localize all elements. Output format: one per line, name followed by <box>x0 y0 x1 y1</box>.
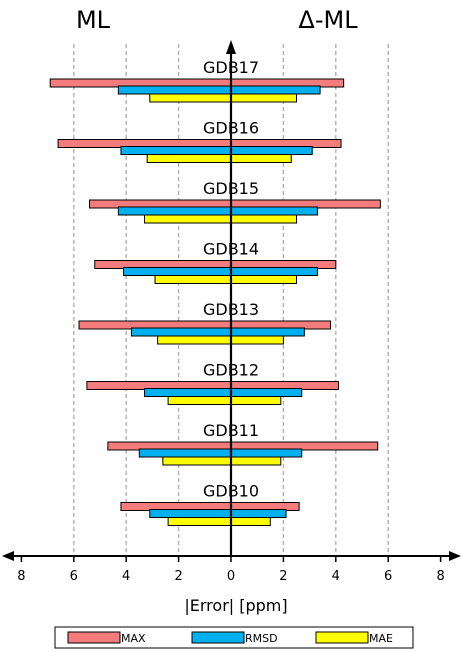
bar-mae-right-gdb13 <box>230 335 284 345</box>
x-tick-label-1: 6 <box>70 569 78 584</box>
legend-swatch-max <box>67 631 121 644</box>
right-panel-title: Δ-ML <box>298 6 358 34</box>
bar-rmsd-right-gdb15 <box>230 206 318 216</box>
bar-rmsd-right-gdb10 <box>230 509 287 518</box>
bar-mae-left-gdb13 <box>157 335 232 345</box>
bar-rmsd-left-gdb15 <box>117 206 232 216</box>
legend-label-rmsd: RMSD <box>245 632 278 645</box>
x-tick-label-7: 6 <box>384 569 392 584</box>
legend-label-max: MAX <box>121 632 146 645</box>
x-tick-label-4: 0 <box>227 569 235 584</box>
x-tick-label-5: 2 <box>279 569 287 584</box>
x-tick-label-8: 8 <box>436 569 444 584</box>
bar-mae-left-gdb17 <box>149 93 232 103</box>
left-panel-title: ML <box>76 6 111 34</box>
bar-rmsd-left-gdb12 <box>144 388 232 397</box>
legend-label-mae: MAE <box>369 632 393 645</box>
bar-mae-left-gdb12 <box>167 396 232 405</box>
bar-rmsd-right-gdb16 <box>230 146 313 155</box>
bar-rmsd-right-gdb17 <box>230 85 321 95</box>
x-axis-arrow-right <box>449 551 461 561</box>
bar-rmsd-left-gdb10 <box>149 509 232 518</box>
axes: 8 6 4 2 0 2 4 6 8 <box>2 40 461 584</box>
legend-swatch-rmsd <box>191 631 245 644</box>
x-tick-label-6: 4 <box>332 569 340 584</box>
bar-mae-right-gdb15 <box>230 214 297 224</box>
bar-mae-left-gdb10 <box>167 517 232 526</box>
legend: MAX RMSD MAE <box>54 626 414 649</box>
bar-mae-left-gdb11 <box>162 456 232 466</box>
bar-mae-right-gdb16 <box>230 154 292 163</box>
legend-swatch-mae <box>315 631 369 644</box>
bar-rmsd-left-gdb16 <box>120 146 232 155</box>
x-axis-arrow-left <box>2 551 14 561</box>
x-tick-label-3: 2 <box>174 569 182 584</box>
bar-rmsd-left-gdb17 <box>117 85 232 95</box>
bar-rmsd-left-gdb14 <box>123 267 232 276</box>
bar-mae-left-gdb14 <box>154 275 232 284</box>
grid-lines <box>73 44 389 556</box>
bar-rmsd-right-gdb12 <box>230 388 303 397</box>
bar-rmsd-left-gdb11 <box>138 448 232 458</box>
bar-rmsd-right-gdb11 <box>230 448 303 458</box>
x-axis-title: |Error| [ppm] <box>184 596 287 615</box>
bar-rmsd-right-gdb14 <box>230 267 318 276</box>
bar-mae-right-gdb17 <box>230 93 297 103</box>
bar-mae-left-gdb15 <box>144 214 232 224</box>
bar-mae-right-gdb14 <box>230 275 297 284</box>
bar-rmsd-left-gdb13 <box>130 327 232 337</box>
bar-mae-right-gdb12 <box>230 396 282 405</box>
bar-mae-right-gdb11 <box>230 456 282 466</box>
bar-mae-left-gdb16 <box>146 154 232 163</box>
bar-rmsd-right-gdb13 <box>230 327 305 337</box>
bar-mae-right-gdb10 <box>230 517 271 526</box>
x-tick-label-2: 4 <box>122 569 130 584</box>
y-axis-arrow <box>226 40 236 54</box>
x-tick-label-0: 8 <box>17 569 25 584</box>
